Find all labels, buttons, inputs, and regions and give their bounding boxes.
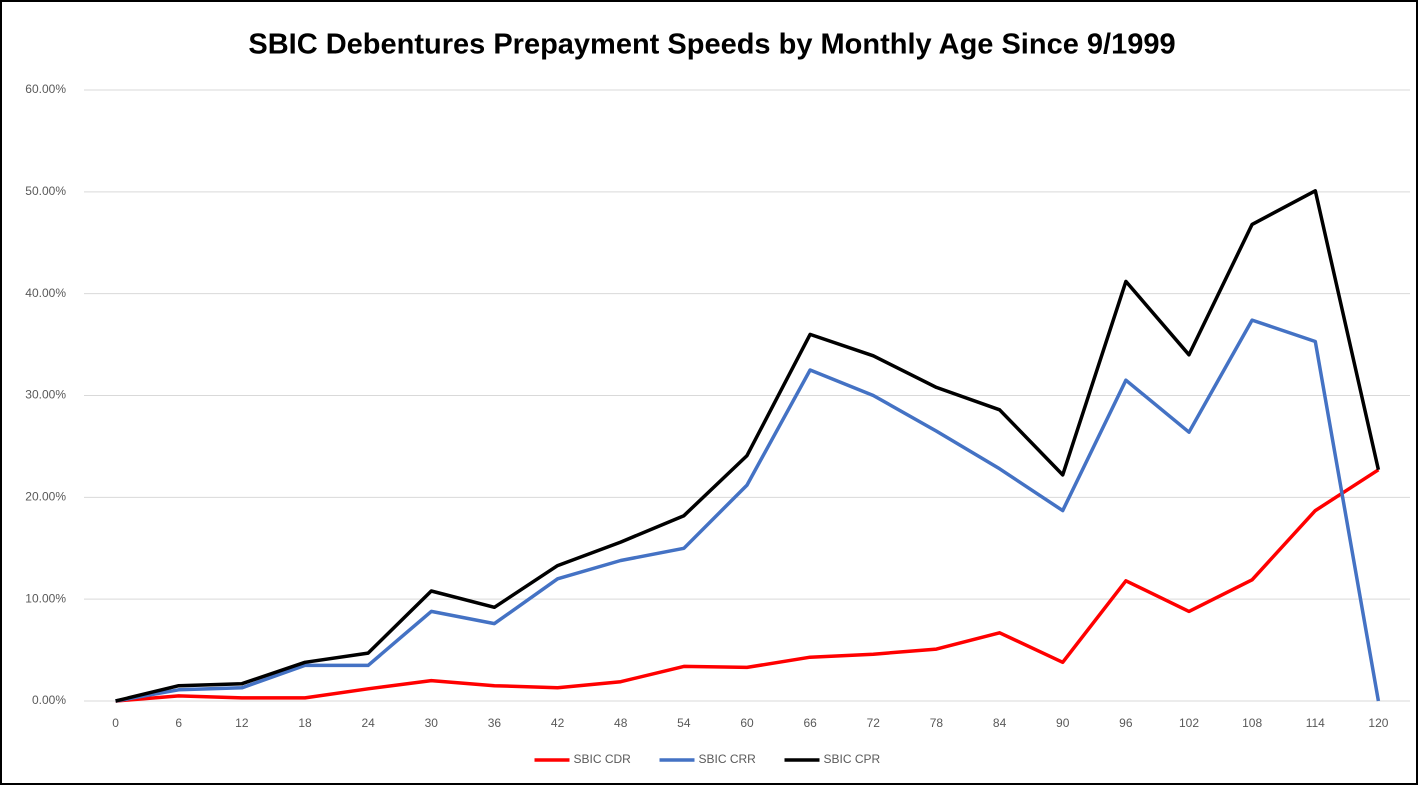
- y-tick-label: 10.00%: [25, 591, 66, 605]
- legend-label: SBIC CRR: [699, 752, 757, 766]
- x-tick-label: 30: [425, 716, 439, 730]
- x-tick-label: 102: [1179, 716, 1199, 730]
- x-tick-label: 24: [361, 716, 375, 730]
- x-tick-label: 12: [235, 716, 249, 730]
- x-tick-label: 6: [175, 716, 182, 730]
- x-tick-label: 48: [614, 716, 628, 730]
- y-tick-label: 20.00%: [25, 490, 66, 504]
- series-line: [115, 468, 1380, 703]
- x-tick-label: 78: [930, 716, 944, 730]
- y-tick-label: 50.00%: [25, 184, 66, 198]
- chart-title: SBIC Debentures Prepayment Speeds by Mon…: [248, 29, 1175, 61]
- y-tick-label: 40.00%: [25, 286, 66, 300]
- y-tick-label: 60.00%: [25, 82, 66, 96]
- x-tick-label: 96: [1119, 716, 1133, 730]
- x-tick-label: 114: [1306, 716, 1325, 730]
- series-line: [115, 189, 1381, 703]
- x-tick-label: 54: [677, 716, 691, 730]
- x-tick-label: 108: [1242, 716, 1262, 730]
- series-line: [115, 318, 1381, 703]
- x-tick-label: 84: [993, 716, 1007, 730]
- x-tick-label: 66: [803, 716, 817, 730]
- x-tick-label: 42: [551, 716, 565, 730]
- x-tick-label: 72: [867, 716, 881, 730]
- x-tick-label: 60: [740, 716, 754, 730]
- x-tick-label: 18: [298, 716, 312, 730]
- legend-label: SBIC CDR: [574, 752, 632, 766]
- x-tick-label: 90: [1056, 716, 1070, 730]
- x-tick-label: 36: [488, 716, 502, 730]
- y-tick-label: 0.00%: [32, 693, 66, 707]
- y-tick-label: 30.00%: [25, 388, 66, 402]
- legend-label: SBIC CPR: [824, 752, 881, 766]
- x-tick-label: 0: [112, 716, 119, 730]
- x-tick-label: 120: [1368, 716, 1388, 730]
